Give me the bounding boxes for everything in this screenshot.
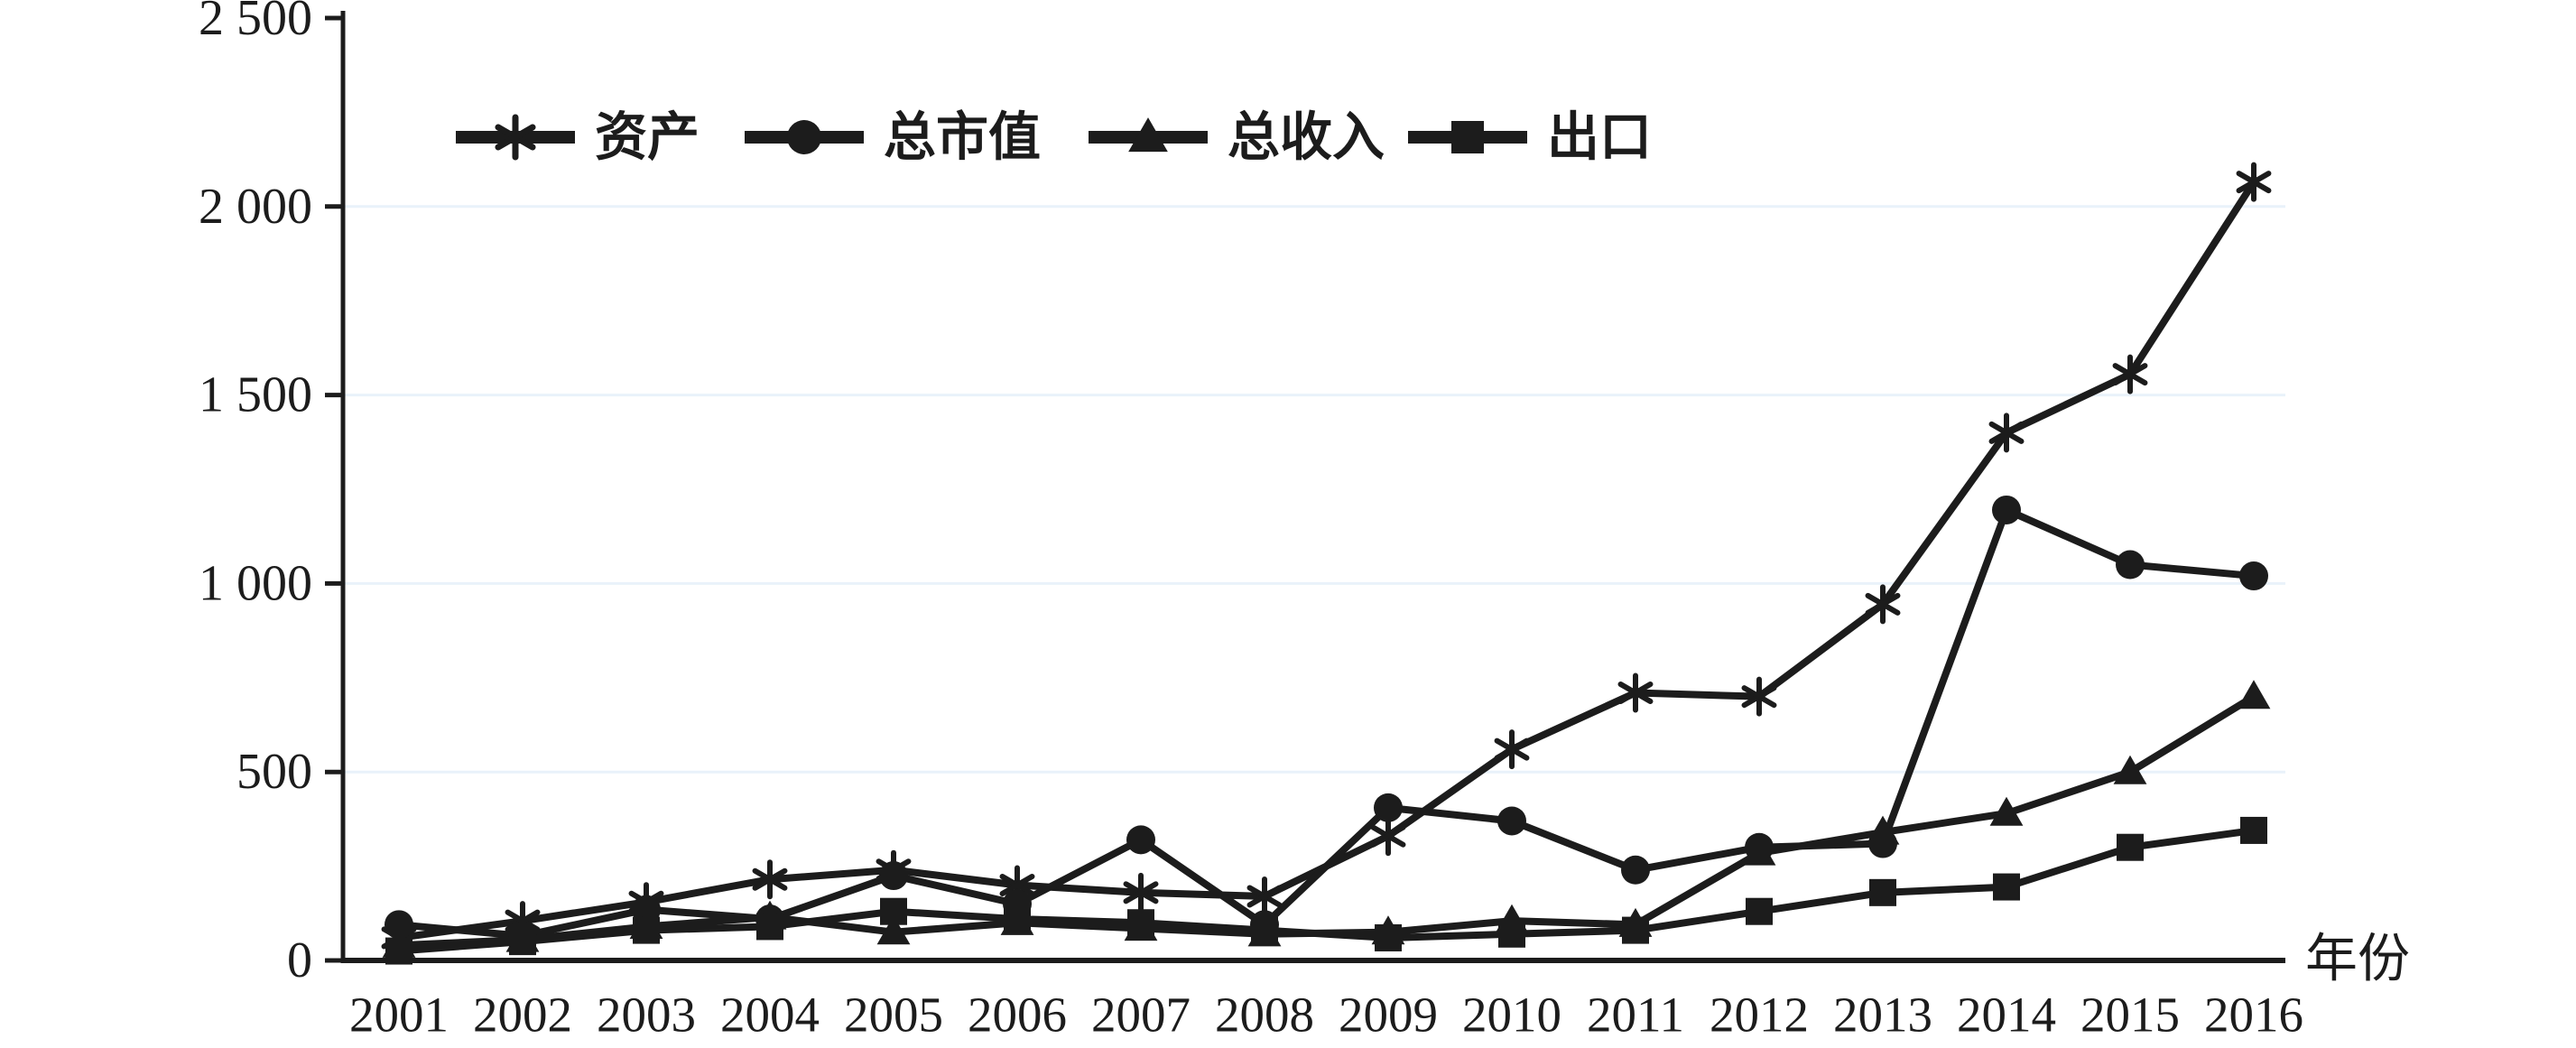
marker-circle — [2239, 561, 2268, 591]
x-tick-label: 2006 — [968, 988, 1067, 1043]
x-tick-label: 2005 — [844, 988, 943, 1043]
marker-square — [1993, 873, 2020, 901]
y-tick-labels: 0 500 1 000 1 500 2 000 2 500 — [199, 0, 312, 988]
marker-square — [1375, 923, 1402, 951]
marker-circle — [2116, 550, 2145, 580]
x-tick-label: 2001 — [349, 988, 449, 1043]
y-tick-label: 1 000 — [199, 555, 312, 611]
marker-asterisk — [752, 867, 788, 891]
marker-asterisk — [1123, 881, 1159, 904]
legend-label-market-cap: 总市值 — [884, 108, 1041, 167]
marker-square — [1251, 916, 1278, 944]
legend-label-exports: 出口 — [1547, 108, 1652, 167]
gridlines — [343, 205, 2285, 774]
marker-circle — [1992, 495, 2021, 524]
x-axis-title: 年份 — [2305, 930, 2410, 988]
x-tick-label: 2009 — [1339, 988, 1438, 1043]
marker-triangle — [1128, 117, 1168, 153]
marker-square — [1746, 897, 1773, 925]
marker-triangle — [2113, 755, 2147, 784]
marker-circle — [385, 910, 413, 940]
marker-circle — [879, 861, 908, 891]
marker-asterisk — [495, 124, 536, 151]
marker-triangle — [1742, 836, 1776, 866]
x-tick-label: 2012 — [1710, 988, 1809, 1043]
y-tick-label: 2 500 — [199, 0, 312, 46]
marker-square — [880, 897, 907, 925]
marker-asterisk — [999, 873, 1035, 896]
axes — [325, 11, 2285, 963]
legend-item-revenue: 总收入 — [1089, 108, 1385, 167]
series-line-market-cap — [395, 505, 2257, 940]
y-tick-label: 0 — [287, 932, 312, 988]
x-tick-label: 2015 — [2080, 988, 2180, 1043]
marker-triangle — [1989, 796, 2024, 826]
marker-triangle — [1866, 815, 1900, 845]
marker-circle — [1621, 855, 1650, 885]
legend-item-assets: 资产 — [456, 108, 700, 167]
marker-square — [509, 928, 536, 956]
marker-square — [2240, 816, 2267, 844]
marker-square — [756, 913, 783, 941]
marker-square — [1622, 916, 1649, 944]
marker-triangle — [2237, 680, 2271, 709]
marker-square — [1451, 121, 1484, 153]
y-tick-label: 2 000 — [199, 179, 312, 235]
x-tick-label: 2016 — [2204, 988, 2303, 1043]
legend: 资产 总市值 总收入 出口 — [456, 108, 1652, 167]
marker-asterisk — [1617, 682, 1654, 705]
marker-asterisk — [1988, 421, 2025, 444]
x-tick-label: 2007 — [1091, 988, 1191, 1043]
marker-circle — [1497, 806, 1526, 836]
x-tick-labels: 2001 2002 2003 2004 2005 2006 2007 2008 2009 2010… — [349, 988, 2303, 1043]
legend-item-exports: 出口 — [1408, 108, 1652, 167]
legend-item-market-cap: 总市值 — [745, 108, 1041, 167]
marker-square — [2117, 833, 2144, 861]
marker-asterisk — [2112, 363, 2148, 386]
x-tick-label: 2013 — [1833, 988, 1932, 1043]
marker-asterisk — [1494, 737, 1530, 761]
marker-asterisk — [1370, 824, 1406, 848]
marker-square — [1869, 878, 1896, 906]
marker-circle — [787, 120, 821, 154]
series-exports — [385, 816, 2267, 965]
marker-square — [1004, 905, 1031, 933]
marker-asterisk — [1741, 685, 1777, 709]
series-market-cap — [385, 495, 2268, 951]
x-tick-label: 2011 — [1587, 988, 1684, 1043]
x-tick-label: 2002 — [473, 988, 572, 1043]
x-tick-label: 2010 — [1462, 988, 1561, 1043]
legend-label-assets: 资产 — [595, 108, 700, 167]
x-tick-label: 2008 — [1215, 988, 1314, 1043]
marker-square — [1127, 909, 1154, 937]
x-tick-label: 2014 — [1957, 988, 2056, 1043]
marker-asterisk — [1246, 885, 1283, 908]
series-line-exports — [395, 826, 2257, 955]
marker-square — [633, 916, 660, 944]
x-tick-label: 2004 — [720, 988, 820, 1043]
series-revenue — [382, 680, 2271, 958]
marker-asterisk — [2236, 171, 2272, 194]
legend-label-revenue: 总收入 — [1228, 108, 1385, 167]
marker-circle — [1126, 825, 1155, 855]
marker-circle — [1374, 793, 1403, 822]
marker-square — [1498, 920, 1525, 948]
x-tick-label: 2003 — [597, 988, 696, 1043]
marker-asterisk — [1865, 592, 1901, 616]
marker-triangle — [876, 915, 911, 945]
y-tick-label: 500 — [236, 744, 312, 800]
series-line-revenue — [395, 692, 2257, 950]
series-line-assets — [395, 178, 2257, 941]
y-tick-label: 1 500 — [199, 367, 312, 423]
marker-square — [385, 937, 412, 965]
